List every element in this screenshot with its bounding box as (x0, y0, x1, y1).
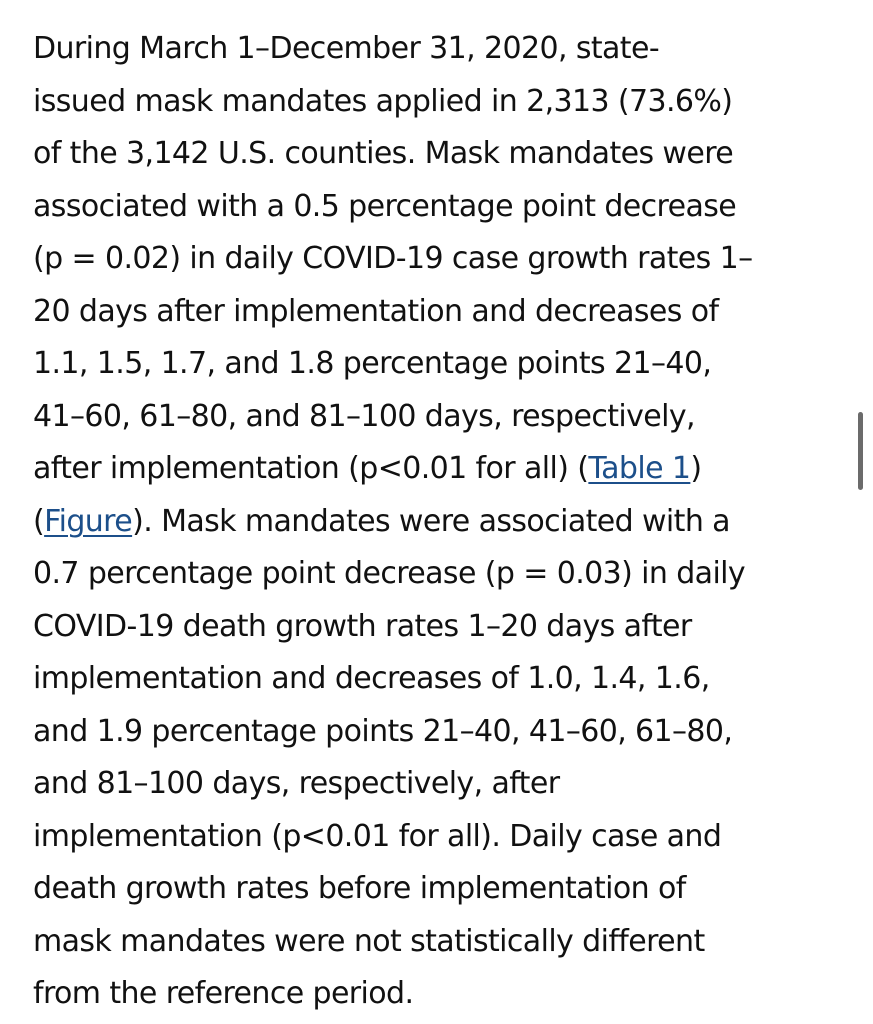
text-line: implementation and decreases of 1.0, 1.4… (33, 661, 710, 696)
text-line: During March 1–December 31, 2020, state- (33, 31, 660, 66)
scrollbar-thumb[interactable] (858, 412, 863, 490)
text-line: mask mandates were not statistically dif… (33, 923, 705, 959)
text-segment: ) (690, 451, 702, 486)
text-line-with-table-link: after implementation (p<0.01 for all) (T… (33, 443, 843, 496)
text-line: of the 3,142 U.S. counties. Mask mandate… (33, 136, 734, 171)
text-line: implementation (p<0.01 for all). Daily c… (33, 818, 722, 854)
text-line: from the reference period. (33, 976, 414, 1011)
text-line: (p = 0.02) in daily COVID-19 case growth… (33, 241, 753, 276)
text-segment: after implementation (p<0.01 for all) ( (33, 451, 589, 486)
text-line: and 81–100 days, respectively, after (33, 766, 560, 801)
text-line: 20 days after implementation and decreas… (33, 293, 719, 329)
text-segment: ( (33, 503, 45, 539)
text-line: 1.1, 1.5, 1.7, and 1.8 percentage points… (33, 346, 712, 381)
article-paragraph: During March 1–December 31, 2020, state-… (33, 23, 843, 1021)
text-line: issued mask mandates applied in 2,313 (7… (33, 83, 733, 119)
text-line: 0.7 percentage point decrease (p = 0.03)… (33, 556, 746, 591)
text-line: 41–60, 61–80, and 81–100 days, respectiv… (33, 398, 696, 434)
table-1-link[interactable]: Table 1 (588, 451, 691, 486)
text-segment: ). Mask mandates were associated with a (132, 503, 730, 539)
text-line: COVID-19 death growth rates 1–20 days af… (33, 608, 692, 644)
figure-link[interactable]: Figure (44, 503, 133, 539)
text-line: death growth rates before implementation… (33, 871, 686, 906)
text-line: and 1.9 percentage points 21–40, 41–60, … (33, 713, 733, 749)
text-line: associated with a 0.5 percentage point d… (33, 188, 737, 224)
text-line-with-figure-link: (Figure). Mask mandates were associated … (33, 496, 843, 549)
